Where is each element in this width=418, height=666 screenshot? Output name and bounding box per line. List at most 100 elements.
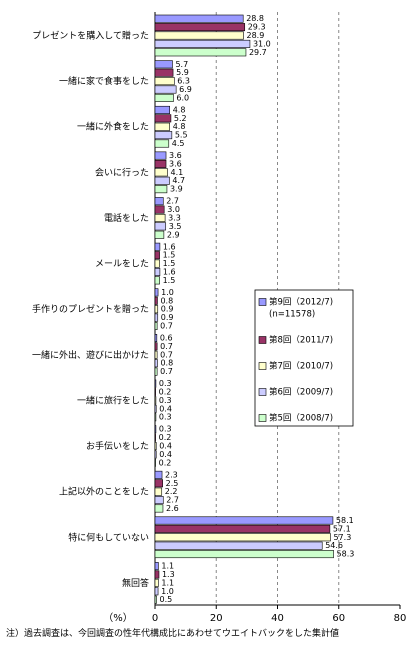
y-tick-label: 会いに行った: [95, 166, 149, 178]
value-label: 1.6: [163, 267, 176, 276]
value-label: 0.4: [159, 442, 172, 451]
y-tick-label: メールをした: [95, 259, 149, 270]
bar: [154, 114, 172, 123]
y-tick-label: プレゼントを購入して贈った: [32, 30, 149, 42]
bar: [154, 259, 160, 268]
value-label: 57.1: [333, 524, 351, 533]
bar: [154, 305, 159, 314]
bar: [154, 288, 159, 297]
bar: [154, 105, 170, 114]
value-label: 2.5: [166, 479, 179, 488]
chart: 0 20 40 60 80 （%） プレゼントを購入して贈った 28.829.328.931.…: [32, 12, 406, 624]
legend-label: 第9回（2012/7): [269, 297, 333, 308]
value-label: 2.6: [166, 504, 179, 513]
bar: [154, 48, 247, 57]
value-label: 3.6: [169, 151, 182, 160]
bar: [154, 197, 164, 206]
value-label: 3.5: [169, 222, 182, 231]
bar: [154, 533, 331, 542]
bar: [154, 396, 157, 405]
y-tick-label: 一緒に外出、遊びに出かけた: [32, 349, 149, 361]
value-label: 0.2: [159, 458, 172, 467]
value-label: 28.9: [247, 31, 265, 40]
bar: [154, 68, 174, 77]
bar: [154, 470, 163, 479]
bar: [154, 442, 157, 451]
y-tick-label: 一緒に家で食事をした: [59, 75, 149, 87]
bar: [154, 342, 158, 351]
legend-swatch: [258, 336, 267, 344]
bar: [154, 487, 163, 496]
y-tick-label: 一緒に旅行をした: [77, 394, 149, 406]
bar: [154, 404, 157, 413]
legend-label: 第7回（2010/7): [269, 361, 333, 372]
bar: [154, 213, 166, 222]
value-label: 0.3: [159, 425, 172, 434]
value-label: 57.3: [333, 533, 351, 542]
legend-note: (n=11578): [269, 310, 315, 320]
value-label: 1.1: [161, 578, 174, 587]
value-label: 0.9: [161, 305, 174, 314]
value-label: 0.7: [160, 342, 173, 351]
value-label: 0.5: [160, 595, 173, 604]
y-tick-label: 電話をした: [104, 212, 149, 224]
value-label: 4.5: [172, 139, 185, 148]
footnote: 注）過去調査は、今回調査の性年代構成比にあわせてウエイトバックをした集計値: [6, 629, 340, 639]
bar: [154, 524, 331, 533]
bar: [154, 31, 244, 40]
bar: [154, 230, 165, 239]
y-tick-label: 一緒に外食をした: [77, 121, 149, 133]
bar: [154, 168, 168, 177]
value-label: 5.9: [176, 68, 189, 77]
bar: [154, 131, 173, 140]
bar: [154, 388, 156, 397]
y-tick-label: お手伝いをした: [86, 440, 149, 452]
value-label: 31.0: [253, 39, 271, 48]
bar: [154, 496, 164, 505]
value-label: 0.7: [160, 321, 173, 330]
value-label: 4.8: [173, 122, 186, 131]
x-tick-label: 20: [210, 613, 223, 624]
value-label: 1.0: [161, 288, 174, 297]
value-label: 0.6: [160, 334, 173, 343]
value-label: 3.9: [170, 185, 183, 194]
value-label: 28.8: [246, 14, 264, 23]
value-label: 0.7: [160, 367, 173, 376]
bar: [154, 321, 158, 330]
bar: [154, 425, 157, 434]
value-label: 5.7: [175, 60, 188, 69]
value-label: 5.5: [175, 131, 188, 140]
y-tick-label: 無回答: [122, 577, 149, 589]
value-label: 2.9: [167, 230, 180, 239]
bar: [154, 23, 246, 32]
bar: [154, 276, 160, 285]
bar: [154, 458, 156, 467]
bar: [154, 595, 157, 604]
bar: [154, 359, 158, 368]
value-label: 0.2: [159, 433, 172, 442]
bar: [154, 587, 159, 596]
bar: [154, 296, 158, 305]
bar: [154, 550, 334, 559]
value-label: 4.1: [171, 168, 184, 177]
value-label: 58.3: [337, 550, 355, 559]
legend: 第9回（2012/7) (n=11578) 第8回（2011/7) 第7回（2010/…: [254, 289, 354, 427]
value-label: 3.0: [167, 205, 180, 214]
bar: [154, 541, 323, 550]
value-label: 1.5: [163, 276, 176, 285]
bar: [154, 159, 167, 168]
value-label: 0.4: [159, 450, 172, 459]
bar: [154, 39, 251, 48]
bar: [154, 122, 170, 131]
bar: [154, 60, 173, 69]
bar: [154, 77, 175, 86]
bar: [154, 151, 167, 160]
bar: [154, 313, 159, 322]
bar: [154, 85, 177, 94]
bar: [154, 350, 158, 359]
bar: [154, 14, 244, 23]
value-label: 4.7: [172, 176, 185, 185]
value-label: 2.7: [166, 496, 179, 505]
value-label: 0.4: [159, 404, 172, 413]
